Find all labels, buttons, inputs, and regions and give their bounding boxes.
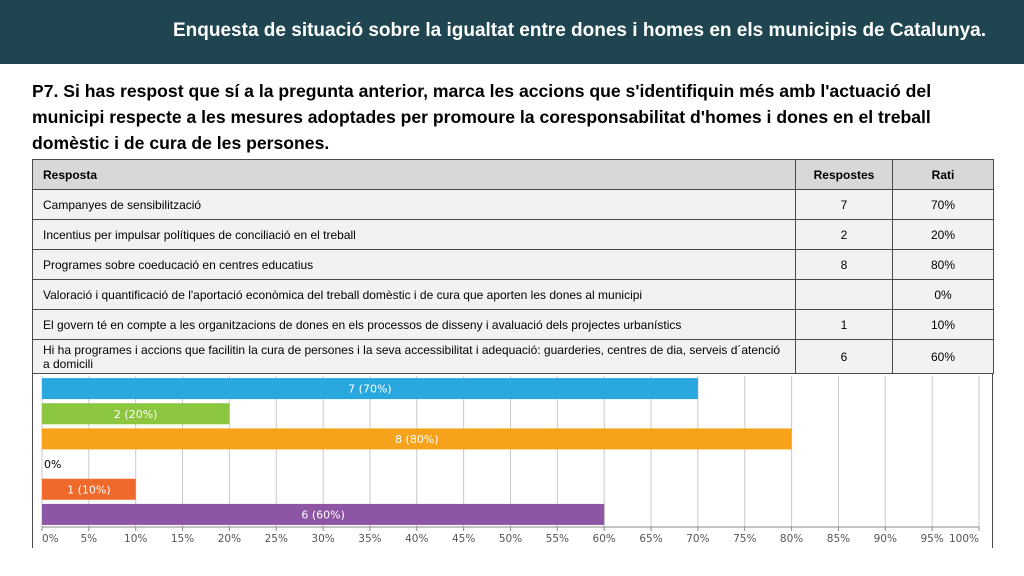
x-tick-label: 5%: [81, 533, 98, 545]
x-tick-label: 50%: [499, 533, 522, 545]
x-tick-label: 20%: [218, 533, 241, 545]
bar-data-label: 0%: [44, 458, 61, 471]
row-respostes: 6: [795, 339, 893, 374]
table-row: El govern té en compte a les organitzaci…: [32, 309, 994, 340]
header-rati: Rati: [892, 159, 994, 190]
bar-data-label: 1 (10%): [67, 483, 111, 496]
x-tick-label: 75%: [733, 533, 756, 545]
question-text: P7. Si has respost que sí a la pregunta …: [32, 81, 932, 153]
header-resposta: Resposta: [32, 159, 796, 190]
table-row: Incentius per impulsar polítiques de con…: [32, 219, 994, 250]
row-rati: 60%: [892, 339, 994, 374]
table-row: Campanyes de sensibilització 7 70%: [32, 189, 994, 220]
bar: [42, 503, 605, 525]
bar-chart: 0% 5% 10% 15% 20% 25% 30% 35% 40% 45% 50% 55% 60% 65%…: [32, 374, 993, 548]
row-rati: 0%: [892, 279, 994, 310]
slide-title: Enquesta de situació sobre la igualtat e…: [173, 20, 986, 41]
row-resposta: Valoració i quantificació de l'aportació…: [32, 279, 796, 310]
bar-data-label: 2 (20%): [114, 408, 158, 421]
x-tick-label: 15%: [171, 533, 194, 545]
x-tick-label: 55%: [546, 533, 569, 545]
x-tick-label: 60%: [593, 533, 616, 545]
row-respostes: 2: [795, 219, 893, 250]
table-header-row: Resposta Respostes Rati: [32, 159, 994, 190]
row-rati: 80%: [892, 249, 994, 280]
table-row: Hi ha programes i accions que facilitin …: [32, 339, 994, 374]
x-tick-label: 35%: [358, 533, 381, 545]
bar-data-label: 7 (70%): [348, 383, 392, 396]
x-tick-label: 0%: [42, 533, 59, 545]
bar-data-label: 8 (80%): [395, 433, 439, 446]
row-respostes: [795, 279, 893, 310]
bar: [42, 403, 230, 425]
row-rati: 20%: [892, 219, 994, 250]
bar-chart-svg: 0% 5% 10% 15% 20% 25% 30% 35% 40% 45% 50% 55% 60% 65%…: [41, 376, 980, 545]
x-tick-label: 40%: [405, 533, 428, 545]
row-respostes: 8: [795, 249, 893, 280]
bar: [42, 378, 698, 400]
header-band: Enquesta de situació sobre la igualtat e…: [0, 0, 1024, 64]
row-rati: 10%: [892, 309, 994, 340]
row-rati: 70%: [892, 189, 994, 220]
row-resposta: Campanyes de sensibilització: [32, 189, 796, 220]
row-respostes: 7: [795, 189, 893, 220]
x-tick-label: 30%: [311, 533, 334, 545]
x-tick-label: 45%: [452, 533, 475, 545]
x-tick-label: 100%: [949, 533, 979, 545]
table-row: Programes sobre coeducació en centres ed…: [32, 249, 994, 280]
row-resposta: Incentius per impulsar polítiques de con…: [32, 219, 796, 250]
x-tick-label: 85%: [827, 533, 850, 545]
row-resposta: Programes sobre coeducació en centres ed…: [32, 249, 796, 280]
x-tick-label: 90%: [874, 533, 897, 545]
row-resposta: Hi ha programes i accions que facilitin …: [32, 339, 796, 374]
bar-data-label: 6 (60%): [301, 508, 345, 521]
x-tick-label: 25%: [265, 533, 288, 545]
x-tick-label: 80%: [780, 533, 803, 545]
bar: [42, 428, 792, 450]
bar: [42, 478, 136, 500]
row-respostes: 1: [795, 309, 893, 340]
x-tick-label: 95%: [920, 533, 943, 545]
x-tick-label: 10%: [124, 533, 147, 545]
row-resposta: El govern té en compte a les organitzaci…: [32, 309, 796, 340]
header-respostes: Respostes: [795, 159, 893, 190]
table-row: Valoració i quantificació de l'aportació…: [32, 279, 994, 310]
answers-table: Resposta Respostes Rati Campanyes de sen…: [32, 159, 994, 374]
x-tick-label: 65%: [639, 533, 662, 545]
x-tick-label: 70%: [686, 533, 709, 545]
